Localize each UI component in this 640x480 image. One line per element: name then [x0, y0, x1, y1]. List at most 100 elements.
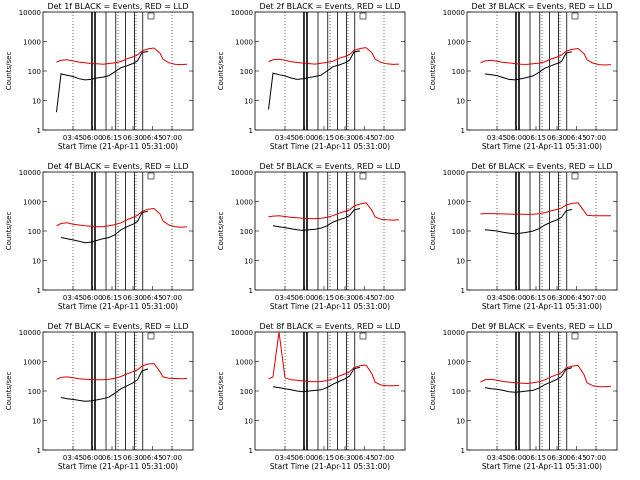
x-tick-label: 03:45: [275, 294, 295, 302]
x-tick-label: 03:45: [63, 294, 83, 302]
y-tick-label: 1: [37, 447, 41, 455]
y-tick-label: 1000: [447, 39, 465, 47]
y-tick-label: 1: [461, 287, 465, 295]
x-tick-label: 06:30: [123, 454, 143, 462]
y-tick-label: 1: [249, 127, 253, 135]
x-tick-label: 03:45: [275, 454, 295, 462]
y-tick-label: 100: [452, 228, 465, 236]
series-lld: [56, 207, 188, 228]
x-tick-label: 06:45: [142, 294, 162, 302]
x-tick-label: 07:00: [162, 294, 182, 302]
x-tick-label: 06:45: [142, 134, 162, 142]
x-axis-label: Start Time (21-Apr-11 05:31:00): [270, 462, 390, 471]
y-tick-label: 10000: [443, 329, 465, 337]
y-tick-label: 10: [456, 98, 465, 106]
panel-title: Det 3f BLACK = Events, RED = LLD: [471, 2, 612, 11]
x-tick-label: 03:45: [275, 134, 295, 142]
y-axis-label: Counts/sec: [429, 52, 437, 91]
x-tick-label: 06:15: [526, 294, 546, 302]
y-tick-label: 100: [28, 68, 41, 76]
y-tick-label: 10: [244, 418, 253, 426]
y-tick-label: 10: [244, 98, 253, 106]
plot-frame: [254, 11, 406, 131]
series-events: [268, 50, 361, 110]
x-tick-label: 06:00: [82, 454, 102, 462]
y-tick-label: 10: [32, 418, 41, 426]
x-tick-label: 07:00: [162, 134, 182, 142]
x-tick-label: 06:45: [142, 454, 162, 462]
y-tick-label: 10000: [443, 169, 465, 177]
y-tick-label: 100: [240, 228, 253, 236]
legend-box: [147, 12, 155, 20]
x-tick-label: 06:15: [102, 454, 122, 462]
y-axis-label: Counts/sec: [217, 52, 225, 91]
panel-3: Det 3f BLACK = Events, RED = LLD 1 10 100 10…: [429, 2, 618, 151]
x-tick-label: 03:45: [487, 454, 507, 462]
panel-title: Det 1f BLACK = Events, RED = LLD: [47, 2, 188, 11]
x-tick-label: 06:00: [294, 294, 314, 302]
panel-title: Det 2f BLACK = Events, RED = LLD: [259, 2, 400, 11]
panel-9: Det 9f BLACK = Events, RED = LLD 1 10 100 10…: [429, 322, 618, 471]
x-tick-label: 03:45: [487, 134, 507, 142]
y-tick-label: 1: [249, 287, 253, 295]
x-tick-label: 06:30: [335, 134, 355, 142]
y-tick-label: 100: [452, 68, 465, 76]
y-axis-label: Counts/sec: [217, 372, 225, 411]
y-tick-label: 1: [249, 447, 253, 455]
series-events: [60, 210, 149, 244]
panel-title: Det 4f BLACK = Events, RED = LLD: [47, 162, 188, 171]
panel-title: Det 5f BLACK = Events, RED = LLD: [259, 162, 400, 171]
y-tick-label: 1000: [23, 359, 41, 367]
x-axis-label: Start Time (21-Apr-11 05:31:00): [58, 462, 178, 471]
series-events: [272, 208, 361, 231]
panel-5: Det 5f BLACK = Events, RED = LLD 1 10 100 10…: [217, 162, 406, 311]
x-axis-label: Start Time (21-Apr-11 05:31:00): [58, 142, 178, 151]
panel-2: Det 2f BLACK = Events, RED = LLD 1 10 100 10…: [217, 2, 406, 151]
series-lld: [480, 47, 612, 66]
series-events: [484, 51, 573, 81]
x-axis-label: Start Time (21-Apr-11 05:31:00): [482, 462, 602, 471]
x-tick-label: 06:45: [354, 294, 374, 302]
series-lld: [480, 364, 612, 388]
legend-box: [147, 332, 155, 340]
y-tick-label: 100: [240, 68, 253, 76]
x-tick-label: 07:00: [586, 294, 606, 302]
y-tick-label: 10: [32, 258, 41, 266]
x-tick-label: 06:00: [82, 294, 102, 302]
y-tick-label: 10000: [231, 329, 253, 337]
x-tick-label: 07:00: [374, 134, 394, 142]
series-lld: [268, 47, 400, 65]
panel-7: Det 7f BLACK = Events, RED = LLD 1 10 100 10…: [5, 322, 194, 471]
y-tick-label: 10: [32, 98, 41, 106]
x-tick-label: 06:30: [547, 294, 567, 302]
y-tick-label: 1000: [23, 39, 41, 47]
y-tick-label: 10: [244, 258, 253, 266]
y-tick-label: 10000: [19, 329, 41, 337]
x-axis-label: Start Time (21-Apr-11 05:31:00): [270, 302, 390, 311]
x-axis-label: Start Time (21-Apr-11 05:31:00): [270, 142, 390, 151]
x-tick-label: 06:00: [506, 134, 526, 142]
series-events: [484, 208, 573, 235]
x-tick-label: 06:30: [547, 454, 567, 462]
x-tick-label: 07:00: [586, 454, 606, 462]
x-tick-label: 07:00: [374, 294, 394, 302]
x-tick-label: 07:00: [586, 134, 606, 142]
x-tick-label: 06:00: [294, 134, 314, 142]
y-tick-label: 100: [28, 388, 41, 396]
y-tick-label: 10: [456, 258, 465, 266]
x-axis-label: Start Time (21-Apr-11 05:31:00): [482, 142, 602, 151]
x-tick-label: 06:15: [314, 294, 334, 302]
x-tick-label: 06:00: [82, 134, 102, 142]
panel-8: Det 8f BLACK = Events, RED = LLD 1 10 100 10…: [217, 322, 406, 471]
x-tick-label: 06:30: [335, 294, 355, 302]
plot-frame: [254, 331, 406, 451]
series-events: [484, 367, 573, 393]
x-tick-label: 06:00: [294, 454, 314, 462]
legend-box: [571, 332, 579, 340]
series-lld: [480, 202, 611, 217]
plot-frame: [254, 171, 406, 291]
x-axis-label: Start Time (21-Apr-11 05:31:00): [482, 302, 602, 311]
x-tick-label: 06:15: [314, 134, 334, 142]
x-axis-label: Start Time (21-Apr-11 05:31:00): [58, 302, 178, 311]
